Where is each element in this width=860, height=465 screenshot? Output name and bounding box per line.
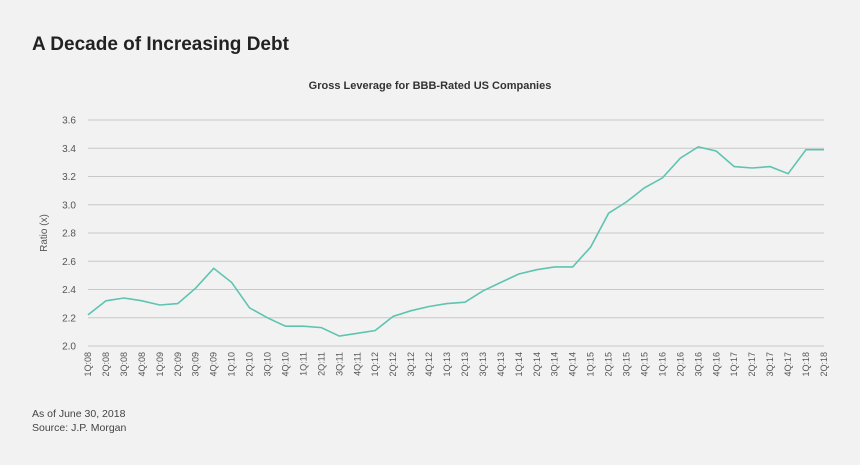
y-tick-label: 3.6 bbox=[62, 116, 76, 127]
y-tick-label: 2.8 bbox=[62, 229, 76, 240]
chart-title: Gross Leverage for BBB-Rated US Companie… bbox=[308, 80, 552, 92]
series-line bbox=[87, 145, 824, 337]
x-tick-label: 3Q:10 bbox=[263, 352, 273, 377]
x-tick-label: 2Q:10 bbox=[245, 352, 255, 377]
y-tick-label: 2.6 bbox=[62, 257, 76, 268]
x-tick-label: 1Q:18 bbox=[801, 352, 811, 377]
x-tick-label: 2Q:15 bbox=[604, 352, 614, 377]
x-tick-label: 4Q:10 bbox=[280, 352, 290, 377]
x-tick-label: 2Q:14 bbox=[532, 352, 542, 377]
x-tick-label: 4Q:17 bbox=[783, 352, 793, 377]
y-tick-label: 3.2 bbox=[62, 172, 76, 183]
x-tick-label: 1Q:15 bbox=[586, 352, 596, 377]
x-tick-label: 3Q:09 bbox=[191, 352, 201, 377]
x-tick-label: 3Q:17 bbox=[765, 352, 775, 377]
x-tick-label: 3Q:11 bbox=[334, 352, 344, 376]
x-tick-label: 4Q:12 bbox=[424, 352, 434, 377]
series-group bbox=[87, 145, 825, 337]
x-tick-label: 2Q:08 bbox=[101, 352, 111, 377]
x-tick-label: 1Q:13 bbox=[442, 352, 452, 377]
x-tick-label: 4Q:11 bbox=[352, 352, 362, 376]
x-tick-label: 3Q:14 bbox=[550, 352, 560, 377]
y-tick-label: 2.4 bbox=[62, 285, 76, 296]
x-tick-label: 4Q:15 bbox=[639, 352, 649, 377]
y-tick-label: 3.4 bbox=[62, 144, 76, 155]
x-tick-label: 2Q:16 bbox=[675, 352, 685, 377]
x-tick-label: 2Q:13 bbox=[460, 352, 470, 377]
x-tick-label: 1Q:12 bbox=[370, 352, 380, 377]
x-tick-label: 3Q:13 bbox=[478, 352, 488, 377]
y-axis-ticks: 2.0 2.2 2.4 2.6 2.8 3.0 3.2 3.4 3.6 bbox=[62, 116, 76, 353]
x-tick-label: 4Q:09 bbox=[209, 352, 219, 377]
x-tick-label: 1Q:08 bbox=[83, 352, 93, 377]
x-tick-label: 4Q:16 bbox=[711, 352, 721, 377]
x-tick-label: 1Q:09 bbox=[155, 352, 165, 377]
y-tick-label: 2.2 bbox=[62, 313, 76, 324]
y-tick-label: 3.0 bbox=[62, 200, 76, 211]
x-tick-label: 1Q:17 bbox=[729, 352, 739, 377]
x-tick-label: 1Q:14 bbox=[514, 352, 524, 377]
source-note: Source: J.P. Morgan bbox=[32, 422, 127, 434]
x-tick-label: 2Q:09 bbox=[173, 352, 183, 377]
y-tick-label: 2.0 bbox=[62, 342, 76, 353]
x-axis-ticks: 1Q:08 2Q:08 3Q:08 4Q:08 1Q:09 2Q:09 3Q:09 4Q:09… bbox=[83, 352, 829, 377]
x-tick-label: 1Q:16 bbox=[657, 352, 667, 377]
x-tick-label: 3Q:12 bbox=[406, 352, 416, 377]
x-tick-label: 4Q:08 bbox=[137, 352, 147, 377]
x-tick-label: 4Q:14 bbox=[568, 352, 578, 377]
x-tick-label: 1Q:11 bbox=[298, 352, 308, 376]
x-tick-label: 3Q:16 bbox=[693, 352, 703, 377]
page-title: A Decade of Increasing Debt bbox=[32, 34, 289, 55]
x-tick-label: 1Q:10 bbox=[227, 352, 237, 377]
x-tick-label: 4Q:13 bbox=[496, 352, 506, 377]
x-tick-label: 2Q:12 bbox=[388, 352, 398, 377]
x-tick-label: 2Q:11 bbox=[316, 352, 326, 376]
x-tick-label: 3Q:15 bbox=[622, 352, 632, 377]
gridlines bbox=[88, 119, 824, 347]
y-axis-label: Ratio (x) bbox=[39, 214, 50, 252]
x-tick-label: 3Q:08 bbox=[119, 352, 129, 377]
as-of-note: As of June 30, 2018 bbox=[32, 408, 126, 420]
x-tick-label: 2Q:17 bbox=[747, 352, 757, 377]
x-tick-label: 2Q:18 bbox=[819, 352, 829, 377]
